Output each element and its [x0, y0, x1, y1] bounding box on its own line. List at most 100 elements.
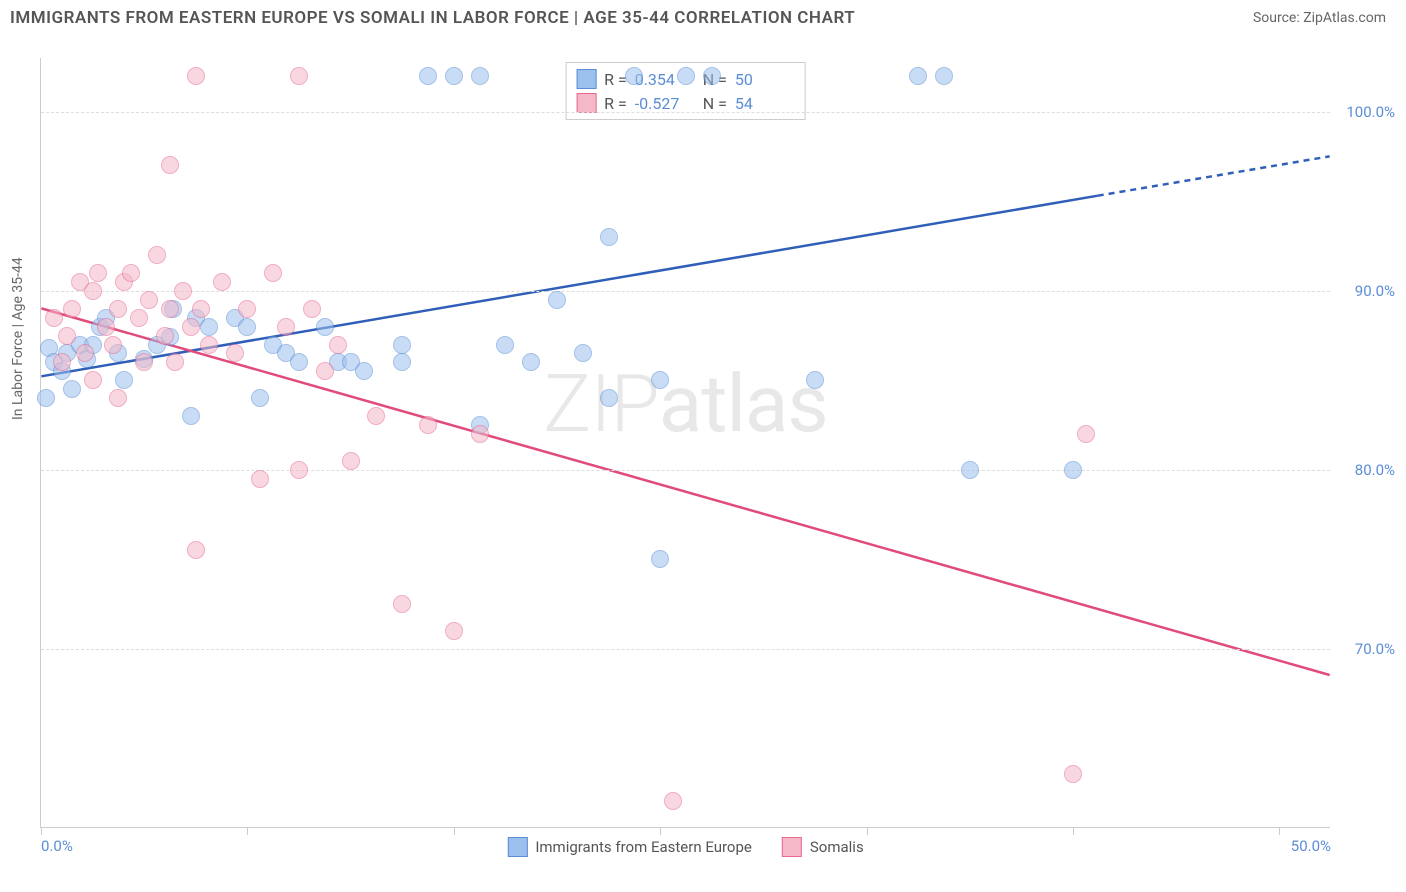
legend-item: Immigrants from Eastern Europe	[507, 837, 752, 857]
legend-label: Somalis	[810, 838, 864, 856]
scatter-point	[37, 389, 55, 407]
scatter-point	[63, 380, 81, 398]
scatter-point	[97, 318, 115, 336]
scatter-point	[166, 353, 184, 371]
scatter-point	[238, 318, 256, 336]
scatter-point	[445, 622, 463, 640]
scatter-point	[522, 353, 540, 371]
scatter-point	[89, 264, 107, 282]
scatter-point	[140, 291, 158, 309]
scatter-point	[182, 318, 200, 336]
scatter-point	[290, 461, 308, 479]
y-axis-label: In Labor Force | Age 35-44	[10, 257, 26, 420]
scatter-point	[329, 336, 347, 354]
legend-bottom: Immigrants from Eastern Europe Somalis	[507, 837, 863, 857]
gridline-h	[41, 291, 1330, 292]
scatter-point	[251, 470, 269, 488]
scatter-point	[84, 282, 102, 300]
gridline-h	[41, 649, 1330, 650]
scatter-point	[625, 67, 643, 85]
scatter-point	[419, 67, 437, 85]
gridline-h	[41, 470, 1330, 471]
x-tick	[454, 827, 455, 835]
scatter-point	[226, 344, 244, 362]
scatter-point	[76, 344, 94, 362]
scatter-point	[935, 67, 953, 85]
scatter-point	[419, 416, 437, 434]
x-tick-label: 50.0%	[1291, 837, 1331, 855]
trend-lines-svg	[41, 58, 1330, 827]
scatter-point	[651, 371, 669, 389]
scatter-point	[290, 353, 308, 371]
scatter-point	[393, 336, 411, 354]
chart-header: IMMIGRANTS FROM EASTERN EUROPE VS SOMALI…	[0, 0, 1406, 32]
legend-n-value: 50	[735, 70, 795, 89]
scatter-point	[393, 595, 411, 613]
x-tick	[660, 827, 661, 835]
source-label: Source: ZipAtlas.com	[1253, 10, 1386, 26]
y-tick-label: 100.0%	[1346, 103, 1395, 121]
legend-n-label: N =	[703, 94, 727, 113]
y-tick-label: 70.0%	[1355, 640, 1395, 658]
scatter-point	[200, 318, 218, 336]
watermark: ZIPatlas	[543, 357, 827, 451]
x-tick	[867, 827, 868, 835]
x-tick	[247, 827, 248, 835]
scatter-point	[664, 792, 682, 810]
scatter-point	[303, 300, 321, 318]
legend-r-label: R =	[604, 94, 627, 113]
scatter-point	[367, 407, 385, 425]
scatter-point	[156, 327, 174, 345]
x-tick-label: 0.0%	[41, 837, 73, 855]
legend-n-value: 54	[735, 94, 795, 113]
scatter-point	[342, 452, 360, 470]
scatter-point	[130, 309, 148, 327]
legend-swatch	[576, 69, 596, 89]
scatter-point	[45, 309, 63, 327]
chart-plot-area: ZIPatlas R =0.354N =50R =-0.527N =54 Imm…	[40, 58, 1330, 828]
scatter-point	[104, 336, 122, 354]
scatter-point	[600, 228, 618, 246]
y-tick-label: 90.0%	[1355, 282, 1395, 300]
scatter-point	[84, 371, 102, 389]
scatter-point	[909, 67, 927, 85]
legend-label: Immigrants from Eastern Europe	[535, 838, 752, 856]
scatter-point	[187, 541, 205, 559]
x-tick	[1279, 827, 1280, 835]
scatter-point	[192, 300, 210, 318]
scatter-point	[213, 273, 231, 291]
scatter-point	[316, 362, 334, 380]
scatter-point	[1064, 461, 1082, 479]
scatter-point	[316, 318, 334, 336]
scatter-point	[115, 371, 133, 389]
scatter-point	[182, 407, 200, 425]
legend-swatch	[782, 837, 802, 857]
scatter-point	[677, 67, 695, 85]
scatter-point	[806, 371, 824, 389]
scatter-point	[122, 264, 140, 282]
legend-swatch	[507, 837, 527, 857]
scatter-point	[445, 67, 463, 85]
x-tick	[41, 827, 42, 835]
scatter-point	[238, 300, 256, 318]
scatter-point	[290, 67, 308, 85]
scatter-point	[63, 300, 81, 318]
scatter-point	[264, 264, 282, 282]
scatter-point	[58, 327, 76, 345]
scatter-point	[135, 353, 153, 371]
legend-swatch	[576, 93, 596, 113]
scatter-point	[187, 67, 205, 85]
scatter-point	[651, 550, 669, 568]
legend-r-label: R =	[604, 70, 627, 89]
scatter-point	[161, 300, 179, 318]
scatter-point	[53, 353, 71, 371]
x-tick	[1073, 827, 1074, 835]
y-tick-label: 80.0%	[1355, 461, 1395, 479]
scatter-point	[1064, 765, 1082, 783]
scatter-point	[355, 362, 373, 380]
scatter-point	[1077, 425, 1095, 443]
scatter-point	[471, 67, 489, 85]
scatter-point	[393, 353, 411, 371]
scatter-point	[109, 389, 127, 407]
scatter-point	[200, 336, 218, 354]
